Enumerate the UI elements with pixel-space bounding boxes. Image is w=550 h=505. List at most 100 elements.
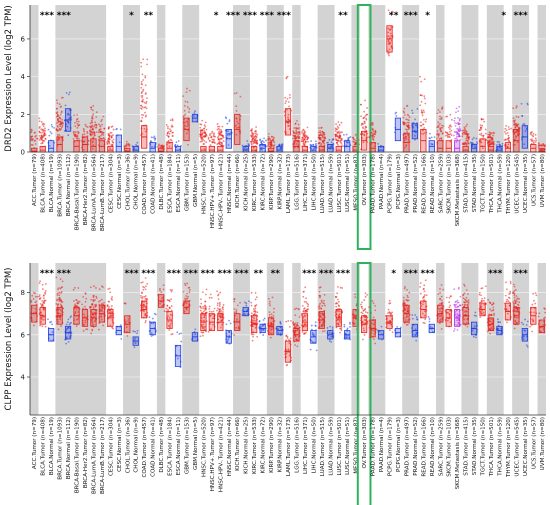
data-point (543, 308, 546, 310)
data-point (217, 294, 219, 297)
data-point (454, 313, 457, 316)
data-point (483, 303, 486, 306)
drd2-category-coad-normal-n-41: COAD.Normal (n=41) (149, 135, 157, 214)
data-point (59, 113, 62, 116)
data-point (456, 301, 459, 304)
data-point (187, 118, 190, 121)
data-point (219, 128, 221, 131)
data-point (288, 96, 291, 99)
data-point (171, 125, 174, 128)
data-point (304, 325, 307, 328)
data-point (336, 319, 339, 321)
data-point (294, 344, 297, 346)
data-point (141, 301, 144, 304)
data-point (320, 142, 323, 145)
data-point (169, 322, 172, 325)
data-point (202, 291, 204, 294)
data-point (244, 301, 246, 304)
clpp-category-lihc-normal-n-50: LIHC.Normal (n=50) (309, 321, 318, 473)
data-point (301, 331, 304, 333)
data-point (103, 301, 106, 304)
data-point (92, 144, 95, 146)
data-point (509, 292, 512, 295)
category-label: HNSC.HPV+.Tumor (n=97) (210, 154, 216, 228)
data-point (99, 131, 102, 133)
drd2-category-hnsc-hpv-tumor-n-97: HNSC.HPV+.Tumor (n=97)* (207, 11, 219, 228)
data-point (65, 123, 68, 125)
category-label: KIRP.Tumor (n=290) (269, 154, 275, 210)
data-point (349, 321, 351, 324)
data-point (253, 309, 256, 312)
data-point (346, 327, 349, 330)
data-point (338, 313, 341, 316)
significance-marker: *** (421, 269, 435, 279)
data-point (253, 308, 255, 310)
data-point (420, 121, 422, 124)
data-point (255, 135, 258, 138)
data-point (505, 308, 508, 311)
data-point (287, 116, 289, 119)
data-point (213, 307, 216, 310)
data-point (140, 92, 143, 95)
category-label: ACC.Tumor (n=79) (32, 417, 38, 469)
data-point (262, 334, 265, 336)
significance-marker: *** (201, 269, 215, 279)
data-point (507, 134, 510, 137)
data-point (90, 108, 93, 111)
data-point (349, 326, 351, 328)
data-point (72, 300, 75, 302)
data-point (321, 312, 324, 315)
data-point (497, 321, 500, 324)
data-point (303, 290, 305, 293)
data-point (515, 316, 518, 319)
data-point (34, 131, 37, 134)
data-point (455, 137, 458, 140)
data-point (268, 313, 271, 316)
data-point (108, 142, 111, 145)
data-point (373, 329, 375, 332)
data-point (346, 336, 348, 339)
data-point (38, 297, 41, 300)
data-point (335, 123, 337, 126)
data-point (163, 310, 166, 312)
data-point (166, 132, 169, 135)
data-point (67, 340, 70, 343)
data-point (353, 138, 355, 141)
data-point (514, 122, 517, 125)
data-point (533, 307, 536, 310)
data-point (180, 340, 183, 343)
data-point (40, 138, 43, 141)
data-point (387, 52, 390, 55)
data-point (56, 117, 59, 120)
data-point (186, 292, 189, 295)
data-point (201, 139, 203, 141)
data-point (488, 143, 491, 146)
data-point (362, 133, 365, 136)
data-point (419, 104, 422, 107)
data-point (188, 289, 191, 291)
data-point (402, 296, 405, 299)
data-point (306, 310, 308, 313)
significance-marker: * (501, 11, 506, 21)
data-point (419, 282, 422, 284)
data-point (38, 120, 41, 123)
clpp-y-tick-label: 8 (21, 289, 25, 297)
data-point (284, 96, 287, 99)
data-point (292, 132, 295, 135)
data-point (457, 121, 460, 124)
data-point (319, 314, 322, 317)
data-point (304, 136, 307, 139)
data-point (405, 316, 408, 319)
data-point (439, 111, 441, 113)
data-point (86, 328, 89, 331)
data-point (295, 133, 298, 135)
data-point (58, 128, 61, 131)
data-point (252, 313, 255, 316)
data-point (471, 329, 474, 332)
data-point (389, 12, 392, 15)
data-point (298, 137, 301, 139)
data-point (439, 129, 442, 132)
data-point (43, 123, 46, 126)
data-point (124, 302, 127, 305)
drd2-category-esca-normal-n-11: ESCA.Normal (n=11) (173, 140, 182, 212)
